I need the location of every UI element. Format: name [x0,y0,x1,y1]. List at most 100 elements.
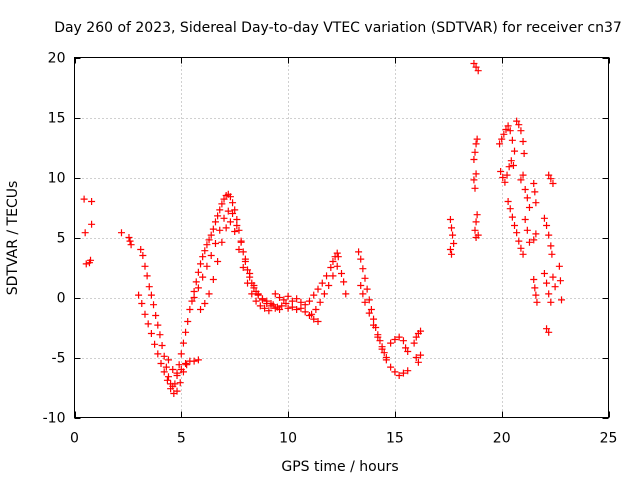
data-point [391,336,399,343]
data-point [511,147,519,155]
data-point [472,218,480,226]
data-point [186,306,194,313]
data-point [357,282,365,289]
data-point [150,301,158,309]
data-point [472,63,480,71]
data-point [446,216,454,223]
data-point [312,306,320,313]
data-point [325,282,333,289]
y-axis-label: SDTVAR / TECUs [5,181,21,296]
data-point [144,320,152,328]
data-point [448,224,456,232]
data-point [508,213,516,221]
data-point [515,237,523,245]
data-point [412,333,420,341]
data-point [370,315,378,323]
data-point [417,327,425,335]
data-point [509,162,517,169]
data-point [382,356,390,364]
data-point [273,303,281,311]
data-point [547,298,555,306]
data-point [470,176,478,184]
data-point [143,272,151,280]
data-point [171,380,179,388]
data-point [370,321,378,329]
data-point [329,258,337,265]
data-point [399,337,407,345]
data-point [545,171,553,179]
data-point [305,297,313,305]
data-point [141,310,149,318]
data-point [410,339,418,347]
data-point [157,360,165,367]
data-point [533,298,541,306]
data-point [359,265,367,273]
data-point [80,195,88,203]
data-point [138,300,146,307]
x-tick-label: 15 [386,431,404,447]
data-point [182,328,190,336]
data-point [235,246,243,253]
data-point [288,303,296,311]
data-point [147,330,155,337]
data-point [239,264,247,271]
data-point [209,225,217,233]
data-point [233,216,241,223]
y-tick-label: 15 [48,111,66,127]
data-point [139,252,147,259]
data-point [162,363,170,371]
data-point [525,204,533,211]
data-point [173,387,181,395]
data-point [203,262,211,270]
data-point [211,240,219,247]
data-point [395,333,403,341]
data-point [177,366,185,373]
data-point [316,298,324,306]
data-point [214,258,222,265]
data-point [177,350,185,358]
data-point [276,294,284,301]
data-point [203,241,211,249]
data-point [310,315,318,323]
data-point [519,138,527,145]
data-point [450,240,458,247]
data-point [158,342,166,349]
data-point [367,306,375,313]
data-point [220,214,228,222]
data-point [378,345,386,353]
data-point [151,340,159,348]
data-point [201,300,209,307]
data-point [164,373,172,381]
data-point [237,238,245,246]
data-point [301,308,309,316]
data-point [448,250,456,258]
data-point [280,296,288,304]
data-point [504,198,512,205]
data-point [387,339,395,347]
data-point [125,234,133,241]
data-point [472,234,480,241]
data-point [502,126,510,133]
data-point [239,248,247,256]
data-point [301,301,309,309]
data-point [548,250,556,258]
data-point [293,306,301,313]
data-point [135,291,143,299]
data-point [190,357,198,365]
x-axis-label: GPS time / hours [281,459,398,475]
data-point [167,385,175,393]
data-point [207,231,215,239]
data-point [197,260,205,268]
data-point [164,356,172,364]
data-point [173,369,181,377]
data-point [278,302,286,310]
data-point [327,264,335,271]
grid-lines [74,57,609,418]
data-point [218,238,226,246]
chart-title: Day 260 of 2023, Sidereal Day-to-day VTE… [54,20,622,36]
data-point [545,231,553,239]
data-point [284,304,292,312]
data-point [231,228,239,235]
data-point [555,262,563,270]
data-point [169,366,177,373]
